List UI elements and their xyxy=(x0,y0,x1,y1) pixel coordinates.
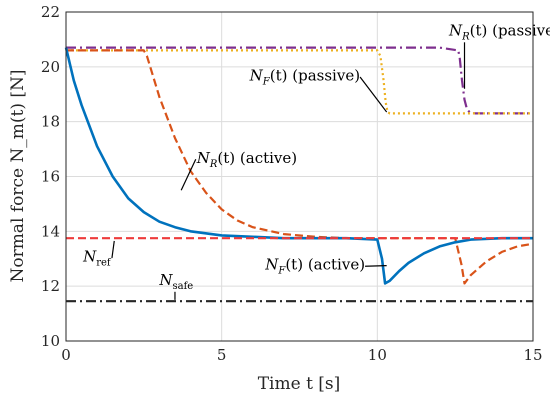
series-line-n-f-t-active xyxy=(64,47,533,285)
y-tick-labels: 10 12 14 16 18 20 22 xyxy=(41,3,60,350)
x-axis-label: Time t [s] xyxy=(258,374,341,394)
x-tick-label: 15 xyxy=(523,346,542,364)
nr-active-label: NR(t) (active) xyxy=(196,149,297,170)
nf-passive-label: NF(t) (passive) xyxy=(249,67,360,88)
nsafe-label: Nsafe xyxy=(158,271,193,292)
x-tick-label: 5 xyxy=(217,346,227,364)
grid xyxy=(65,11,534,342)
x-tick-labels: 0 5 10 15 xyxy=(61,346,542,364)
series-line-n-f-t-passive xyxy=(66,49,533,115)
x-tick-label: 10 xyxy=(368,346,387,364)
nf-active-label: NF(t) (active) xyxy=(264,256,365,277)
annotation-layer: NR(t) (passive) NF(t) (passive) NR(t) (act… xyxy=(82,21,550,300)
y-tick-label: 22 xyxy=(41,3,60,21)
y-tick-label: 16 xyxy=(41,168,60,186)
nref-label: Nref xyxy=(82,247,112,268)
y-tick-label: 18 xyxy=(41,113,60,131)
y-tick-label: 10 xyxy=(41,332,60,350)
y-tick-label: 14 xyxy=(41,222,60,240)
y-tick-label: 20 xyxy=(41,58,60,76)
y-tick-label: 12 xyxy=(41,277,60,295)
nr-passive-label: NR(t) (passive) xyxy=(448,21,550,42)
x-tick-label: 0 xyxy=(61,346,71,364)
annotation-leader-line xyxy=(111,240,115,259)
series-layer xyxy=(64,46,534,303)
series-line-n-r-t-active xyxy=(66,49,534,285)
annotation-leader-line xyxy=(180,159,197,191)
annotation-leader-line xyxy=(365,265,387,267)
series-line-n-r-t-passive xyxy=(66,46,533,115)
annotation-leader-line xyxy=(359,76,388,113)
y-axis-label: Normal force N_m(t) [N] xyxy=(8,69,28,282)
plot-frame xyxy=(65,11,534,342)
